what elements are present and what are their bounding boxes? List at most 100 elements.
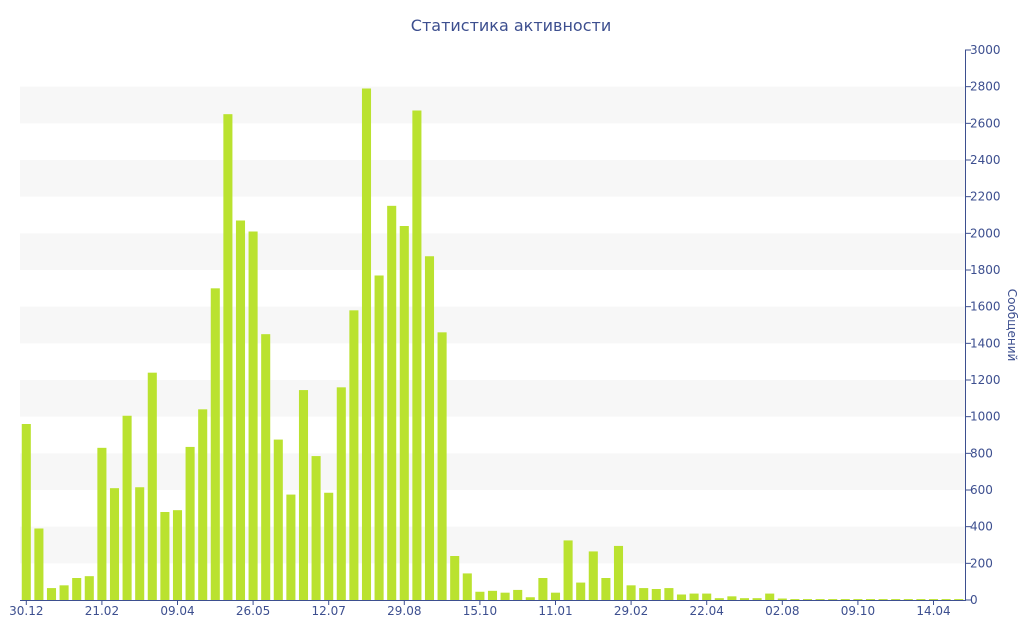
bar (59, 585, 69, 600)
bar (34, 528, 44, 600)
bar (790, 599, 800, 600)
bar (853, 599, 863, 600)
x-tick-label: 09.04 (160, 604, 194, 618)
y-tick-label: 2400 (970, 153, 1001, 167)
y-tick-label: 1400 (970, 336, 1001, 350)
bar (639, 588, 649, 600)
x-tick-label: 30.12 (9, 604, 43, 618)
x-tick-label: 09.10 (841, 604, 875, 618)
bar (198, 409, 208, 600)
bar (777, 598, 787, 600)
x-tick-label: 29.08 (387, 604, 421, 618)
bar (487, 590, 498, 600)
bar (714, 598, 724, 600)
bar (525, 597, 535, 600)
bar (550, 592, 561, 600)
bar (815, 599, 825, 600)
bar (273, 439, 283, 600)
bar (374, 275, 384, 600)
bar (450, 556, 460, 600)
bar (840, 599, 850, 600)
bar (802, 599, 813, 600)
bar (72, 578, 82, 600)
y-tick-label: 2800 (970, 80, 1001, 94)
bar (97, 447, 107, 600)
bar (613, 545, 624, 600)
bar (248, 231, 258, 600)
bar (210, 288, 220, 600)
x-tick-label: 21.02 (85, 604, 119, 618)
bar (109, 488, 120, 600)
bar (928, 599, 939, 600)
bar (46, 588, 57, 600)
bar (538, 578, 548, 600)
bar (298, 390, 309, 600)
x-tick-label: 15.10 (463, 604, 497, 618)
y-tick-label: 3000 (970, 43, 1001, 57)
bar (437, 332, 447, 600)
grid-band (20, 453, 965, 490)
y-axis-label: Сообщений (1005, 289, 1019, 362)
bar (311, 456, 321, 600)
bar (765, 593, 775, 600)
bar (160, 512, 170, 600)
grid-band (20, 86, 965, 124)
bar (651, 589, 661, 600)
bar (828, 599, 838, 600)
x-tick-label: 22.04 (690, 604, 724, 618)
bar (399, 226, 409, 600)
y-tick-label: 800 (970, 446, 993, 460)
bar (172, 510, 183, 600)
bar (563, 540, 573, 600)
bar (500, 592, 510, 600)
bar (324, 492, 334, 600)
x-tick-label: 12.07 (312, 604, 346, 618)
y-tick-label: 1200 (970, 373, 1001, 387)
bar (235, 220, 246, 600)
x-tick-label: 02.08 (765, 604, 799, 618)
y-tick-label: 1000 (970, 410, 1001, 424)
bar (601, 578, 611, 600)
bar (475, 591, 485, 600)
bar (903, 599, 913, 600)
bar (727, 596, 737, 600)
grid-band (20, 380, 965, 417)
bar (752, 598, 762, 600)
bar-series (21, 88, 964, 601)
bar (223, 114, 233, 601)
y-tick-label: 2000 (970, 226, 1001, 240)
chart-title: Статистика активности (411, 16, 611, 35)
y-tick-label: 200 (970, 556, 993, 570)
bar (387, 205, 397, 600)
bar (84, 576, 94, 600)
bar (135, 487, 145, 600)
bar (941, 599, 951, 600)
bar (147, 372, 157, 600)
bar (122, 415, 132, 600)
y-tick-label: 1600 (970, 300, 1001, 314)
y-tick-label: 2200 (970, 190, 1001, 204)
bar (412, 110, 422, 600)
bar (513, 589, 523, 600)
x-tick-label: 11.01 (538, 604, 572, 618)
bar (185, 446, 195, 600)
grid-band (20, 233, 965, 270)
bar (916, 599, 926, 600)
y-tick-label: 600 (970, 483, 993, 497)
y-tick-label: 0 (970, 593, 978, 607)
bar (21, 424, 31, 600)
y-tick-label: 2600 (970, 116, 1001, 130)
bar (664, 588, 674, 600)
bar (462, 573, 472, 600)
x-tick-label: 29.02 (614, 604, 648, 618)
y-tick-label: 1800 (970, 263, 1001, 277)
bar (588, 551, 598, 600)
bar (424, 256, 435, 600)
x-tick-label: 26.05 (236, 604, 270, 618)
y-tick-label: 400 (970, 520, 993, 534)
bar (361, 88, 372, 600)
grid-band (20, 306, 965, 344)
bar (891, 599, 901, 600)
